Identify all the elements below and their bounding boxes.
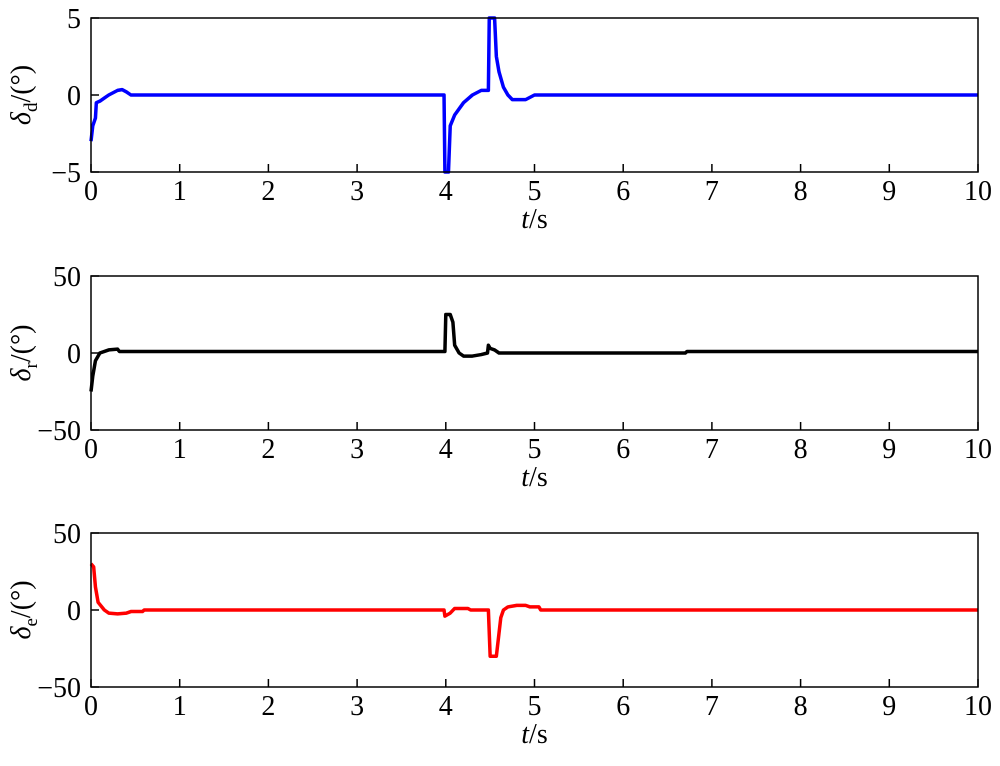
x-tick-label: 0 xyxy=(84,176,98,207)
x-tick-label: 5 xyxy=(528,691,542,722)
x-tick-label: 0 xyxy=(84,434,98,465)
x-label-symbol: t xyxy=(521,719,530,750)
y-tick-label: −50 xyxy=(37,416,81,447)
y-tick-label: 0 xyxy=(67,339,81,370)
y-label-unit: /(°) xyxy=(6,580,37,618)
data-line xyxy=(89,16,978,174)
x-tick-label: 7 xyxy=(705,691,719,722)
y-label-symbol: δ xyxy=(6,626,37,640)
x-label-unit: /s xyxy=(529,719,548,750)
x-tick-label: 2 xyxy=(261,434,275,465)
y-label-symbol: δ xyxy=(6,367,37,381)
x-tick-label: 1 xyxy=(173,176,187,207)
x-tick-label: 0 xyxy=(84,691,98,722)
y-tick-label: 50 xyxy=(53,262,81,293)
x-tick-label: 3 xyxy=(350,434,364,465)
x-tick-label: 9 xyxy=(882,691,896,722)
x-tick-label: 1 xyxy=(173,691,187,722)
x-tick-label: 8 xyxy=(794,691,808,722)
x-tick-label: 6 xyxy=(616,691,630,722)
y-label-symbol: δ xyxy=(6,111,37,125)
axes-frame xyxy=(90,532,979,688)
x-tick-label: 9 xyxy=(882,176,896,207)
x-tick-label: 3 xyxy=(350,176,364,207)
x-axis-label: t/s xyxy=(521,204,547,235)
x-label-symbol: t xyxy=(521,204,530,235)
x-tick-label: 2 xyxy=(261,691,275,722)
x-tick-label: 10 xyxy=(964,691,992,722)
x-tick-label: 10 xyxy=(964,176,992,207)
data-line xyxy=(89,562,978,658)
y-tick-label: 0 xyxy=(67,596,81,627)
y-label-unit: /(°) xyxy=(6,65,37,103)
x-tick-label: 8 xyxy=(794,176,808,207)
x-tick-label: 5 xyxy=(528,434,542,465)
x-tick-label: 4 xyxy=(439,434,453,465)
y-tick-label: 50 xyxy=(53,519,81,550)
y-label-subscript: e xyxy=(21,618,42,626)
x-tick-label: 6 xyxy=(616,434,630,465)
x-label-unit: /s xyxy=(529,204,548,235)
y-axis-label: δr/(°) xyxy=(6,325,42,382)
x-tick-label: 2 xyxy=(261,176,275,207)
axes-frame xyxy=(90,17,979,173)
y-tick-label: 5 xyxy=(67,4,81,35)
x-tick-label: 3 xyxy=(350,691,364,722)
x-tick-label: 1 xyxy=(173,434,187,465)
x-tick-label: 7 xyxy=(705,434,719,465)
y-tick-label: −50 xyxy=(37,673,81,704)
y-axis-label: δd/(°) xyxy=(6,65,42,125)
x-label-unit: /s xyxy=(529,462,548,493)
y-label-subscript: r xyxy=(21,361,42,368)
x-tick-label: 10 xyxy=(964,434,992,465)
y-label-unit: /(°) xyxy=(6,325,37,363)
data-line xyxy=(89,312,978,392)
x-tick-label: 4 xyxy=(439,176,453,207)
x-tick-label: 5 xyxy=(528,176,542,207)
x-label-symbol: t xyxy=(521,462,530,493)
y-axis-label: δe/(°) xyxy=(6,580,42,639)
x-tick-label: 4 xyxy=(439,691,453,722)
x-tick-label: 8 xyxy=(794,434,808,465)
x-tick-label: 9 xyxy=(882,434,896,465)
axes-frame xyxy=(90,275,979,431)
x-tick-label: 6 xyxy=(616,176,630,207)
y-label-subscript: d xyxy=(21,102,42,112)
x-tick-label: 7 xyxy=(705,176,719,207)
x-axis-label: t/s xyxy=(521,719,547,750)
y-tick-label: −5 xyxy=(51,158,81,189)
y-tick-label: 0 xyxy=(67,81,81,112)
x-axis-label: t/s xyxy=(521,462,547,493)
